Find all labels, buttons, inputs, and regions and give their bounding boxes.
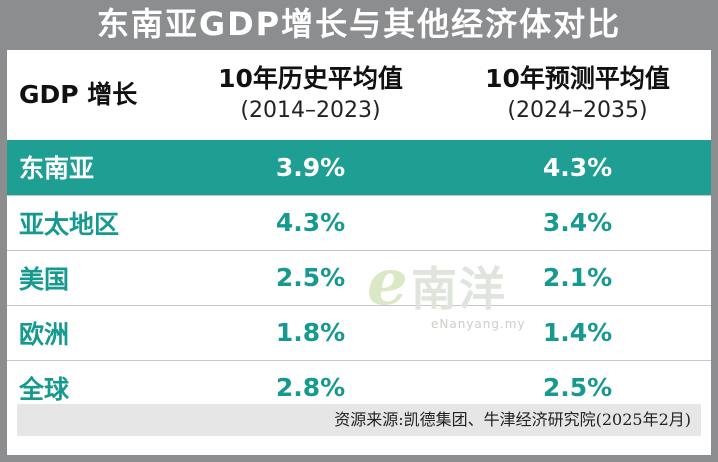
table-panel: GDP 增长 10年历史平均值 (2014–2023) 10年预测平均值 (20… bbox=[7, 50, 711, 455]
region-label: 亚太地区 bbox=[19, 209, 120, 239]
source-note: 资源来源:凯德集团、牛津经济研究院(2025年2月) bbox=[17, 404, 701, 436]
header-forecast-range: (2024–2035) bbox=[507, 98, 648, 123]
header-forecast-title: 10年预测平均值 bbox=[485, 64, 670, 93]
table-row-usa: 美国 2.5% 2.1% bbox=[7, 250, 711, 305]
gdp-table: GDP 增长 10年历史平均值 (2014–2023) 10年预测平均值 (20… bbox=[7, 50, 711, 415]
forecast-value: 1.4% bbox=[542, 318, 613, 347]
header-historical: 10年历史平均值 (2014–2023) bbox=[177, 50, 444, 140]
region-label: 欧洲 bbox=[19, 319, 70, 349]
table-header-row: GDP 增长 10年历史平均值 (2014–2023) 10年预测平均值 (20… bbox=[7, 50, 711, 140]
region-label: 美国 bbox=[19, 264, 70, 294]
historical-value: 3.9% bbox=[275, 152, 346, 182]
header-gdp-growth: GDP 增长 bbox=[19, 80, 138, 109]
header-forecast: 10年预测平均值 (2024–2035) bbox=[444, 50, 711, 140]
table-row-global: 全球 2.8% 2.5% bbox=[7, 360, 711, 415]
table-row-europe: 欧洲 1.8% 1.4% bbox=[7, 305, 711, 360]
header-historical-range: (2014–2023) bbox=[240, 98, 381, 123]
table-row-asia-pacific: 亚太地区 4.3% 3.4% bbox=[7, 195, 711, 250]
region-label: 全球 bbox=[19, 374, 70, 404]
historical-value: 2.8% bbox=[275, 373, 346, 403]
region-label: 东南亚 bbox=[19, 154, 95, 184]
table-row-southeast-asia: 东南亚 3.9% 4.3% bbox=[7, 140, 711, 195]
forecast-value: 2.1% bbox=[542, 263, 613, 292]
historical-value: 2.5% bbox=[275, 263, 346, 292]
chart-title: 东南亚GDP增长与其他经济体对比 bbox=[96, 5, 622, 43]
forecast-value: 2.5% bbox=[542, 373, 613, 403]
forecast-value: 4.3% bbox=[542, 152, 613, 182]
historical-value: 4.3% bbox=[275, 208, 346, 237]
forecast-value: 3.4% bbox=[542, 208, 613, 237]
historical-value: 1.8% bbox=[275, 318, 346, 347]
header-historical-title: 10年历史平均值 bbox=[218, 64, 403, 93]
